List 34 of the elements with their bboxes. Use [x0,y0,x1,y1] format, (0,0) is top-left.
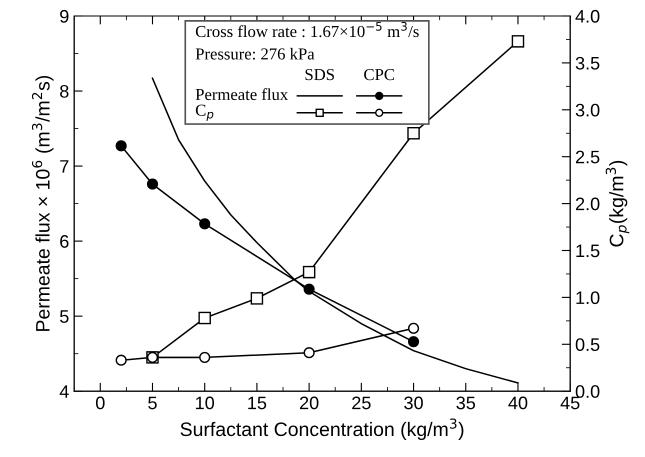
x-tick-label: 0 [96,396,105,410]
y2-tick-label: 4.0 [575,10,600,23]
y2-tick-label: 3.5 [576,56,600,70]
annotation: Pressure: 276 kPa [196,48,314,60]
y2-tick-label: 2.5 [576,150,600,164]
x-tick-label: 35 [456,396,476,410]
x-tick-label: 25 [352,396,371,410]
y-tick-label: 5 [60,310,69,323]
x-tick-label: 20 [300,396,318,410]
y2-tick-label: 1.5 [576,244,600,258]
y-tick-label: 4 [60,385,69,398]
y2-tick-label: 3.0 [576,104,600,117]
y2-tick-label: 0.0 [576,385,600,398]
y-tick-label: 6 [60,235,69,248]
x-tick-label: 15 [248,396,266,410]
x-tick-label: 5 [148,396,157,410]
y2-tick-label: 1.0 [576,291,600,304]
annotation: CPC [364,69,394,80]
annotation: SDS [306,69,334,80]
x-tick-label: 10 [196,396,214,410]
y2-axis-title: C$_{p}$(kg/m$^{3}$) [606,160,630,247]
x-tick-label: 30 [404,396,423,410]
x-axis-title: Surfactant Concentration (kg/m$^{3}$) [180,418,464,440]
annotation: Cross flow rate : 1.67×10$^{−5}$ m$^{3}$/s [196,22,419,38]
y-axis-title: Permeate flux × 10$^{6}$ (m$^{3}$/m$^{2}$s) [32,76,54,331]
x-tick-label: 40 [508,396,528,410]
y-tick-label: 7 [60,160,68,173]
y2-tick-label: 2.0 [576,198,600,210]
x-tick-label: 45 [560,396,580,410]
y-tick-label: 8 [60,84,69,98]
y2-tick-label: 0.5 [576,338,600,352]
y-tick-label: 9 [60,10,68,23]
annotation: C$_{p}$ [196,104,214,121]
annotation: Permeate flux [196,88,288,100]
